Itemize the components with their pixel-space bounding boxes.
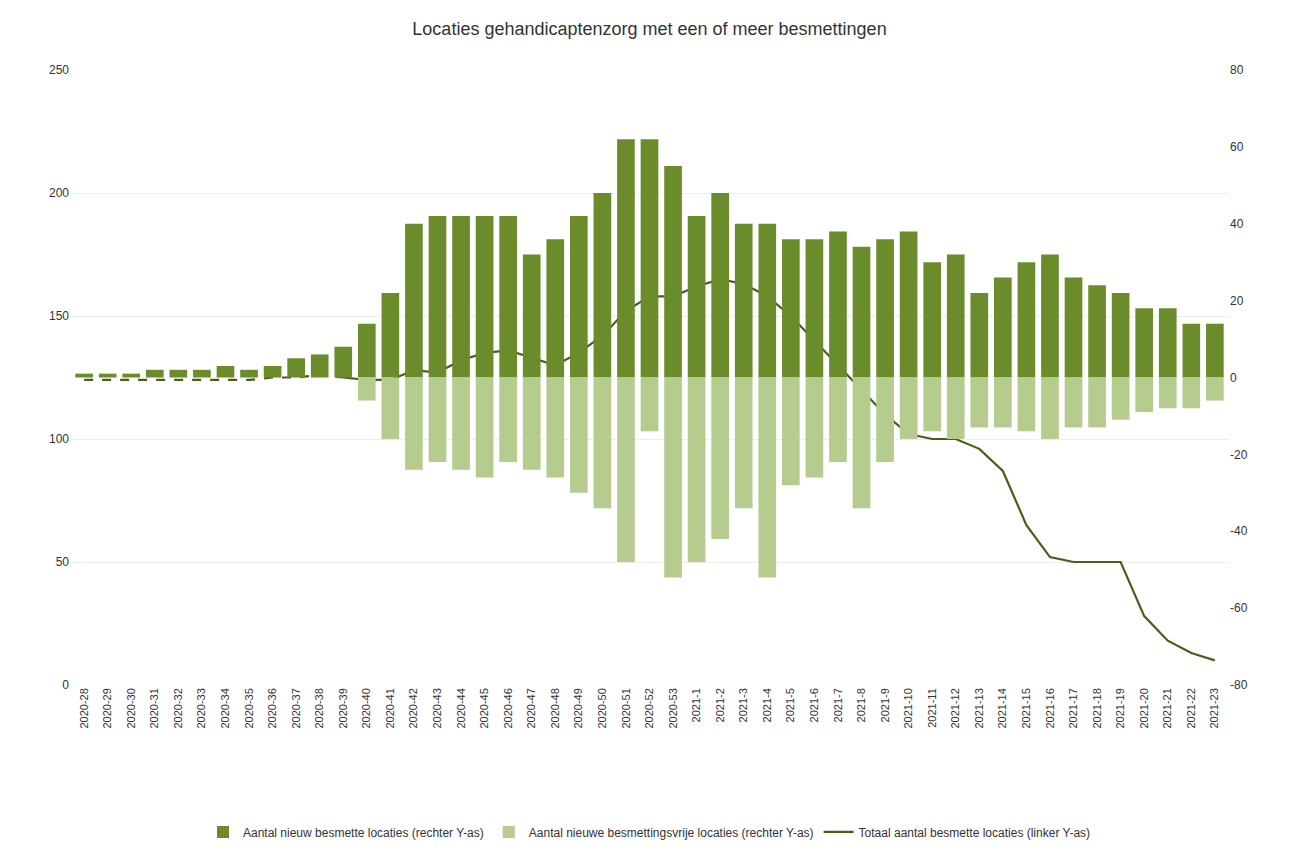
svg-text:2021-16: 2021-16 (1044, 688, 1056, 728)
svg-text:2020-46: 2020-46 (502, 688, 514, 728)
svg-text:2020-33: 2020-33 (195, 688, 207, 728)
svg-text:2021-21: 2021-21 (1161, 688, 1173, 728)
svg-text:2020-50: 2020-50 (596, 688, 608, 728)
svg-text:2020-31: 2020-31 (148, 688, 160, 728)
svg-text:-40: -40 (1230, 524, 1248, 538)
svg-text:-60: -60 (1230, 601, 1248, 615)
svg-text:Aantal nieuwe besmettingsvrije: Aantal nieuwe besmettingsvrije locaties … (529, 826, 814, 840)
svg-text:2021-23: 2021-23 (1208, 688, 1220, 728)
svg-text:2020-39: 2020-39 (337, 688, 349, 728)
svg-text:2020-35: 2020-35 (243, 688, 255, 728)
svg-text:2020-41: 2020-41 (384, 688, 396, 728)
svg-text:2020-53: 2020-53 (667, 688, 679, 728)
svg-text:2021-10: 2021-10 (902, 688, 914, 728)
svg-text:2020-32: 2020-32 (172, 688, 184, 728)
svg-text:2021-6: 2021-6 (808, 688, 820, 722)
svg-text:2021-20: 2021-20 (1138, 688, 1150, 728)
svg-text:2021-4: 2021-4 (761, 688, 773, 722)
svg-text:2021-9: 2021-9 (879, 688, 891, 722)
svg-text:2020-47: 2020-47 (525, 688, 537, 728)
svg-text:-80: -80 (1230, 678, 1248, 692)
svg-text:2020-43: 2020-43 (431, 688, 443, 728)
svg-text:2021-19: 2021-19 (1114, 688, 1126, 728)
svg-text:2020-36: 2020-36 (266, 688, 278, 728)
svg-text:2021-14: 2021-14 (996, 688, 1008, 728)
svg-text:2021-8: 2021-8 (855, 688, 867, 722)
svg-text:2020-34: 2020-34 (219, 688, 231, 728)
svg-text:20: 20 (1230, 294, 1244, 308)
svg-text:2020-48: 2020-48 (549, 688, 561, 728)
svg-text:100: 100 (49, 432, 69, 446)
svg-text:2020-38: 2020-38 (313, 688, 325, 728)
svg-text:2021-7: 2021-7 (832, 688, 844, 722)
svg-text:2021-17: 2021-17 (1067, 688, 1079, 728)
svg-text:2020-44: 2020-44 (455, 688, 467, 728)
svg-text:2020-45: 2020-45 (478, 688, 490, 728)
svg-text:2021-12: 2021-12 (949, 688, 961, 728)
svg-text:200: 200 (49, 186, 69, 200)
svg-text:2020-52: 2020-52 (643, 688, 655, 728)
svg-text:2020-49: 2020-49 (572, 688, 584, 728)
svg-text:2021-15: 2021-15 (1020, 688, 1032, 728)
svg-text:40: 40 (1230, 217, 1244, 231)
svg-text:60: 60 (1230, 140, 1244, 154)
svg-text:0: 0 (1230, 371, 1237, 385)
svg-text:-20: -20 (1230, 448, 1248, 462)
svg-text:2021-2: 2021-2 (714, 688, 726, 722)
svg-text:2021-5: 2021-5 (784, 688, 796, 722)
svg-text:150: 150 (49, 309, 69, 323)
svg-text:2020-28: 2020-28 (78, 688, 90, 728)
svg-text:2021-18: 2021-18 (1091, 688, 1103, 728)
svg-text:Totaal aantal besmette locatie: Totaal aantal besmette locaties (linker … (859, 826, 1090, 840)
svg-text:2020-30: 2020-30 (125, 688, 137, 728)
svg-text:2021-13: 2021-13 (973, 688, 985, 728)
svg-text:2020-37: 2020-37 (290, 688, 302, 728)
svg-text:2020-29: 2020-29 (101, 688, 113, 728)
svg-text:2021-22: 2021-22 (1185, 688, 1197, 728)
svg-text:50: 50 (56, 555, 70, 569)
svg-text:0: 0 (62, 678, 69, 692)
svg-text:80: 80 (1230, 63, 1244, 77)
svg-text:Locaties gehandicaptenzorg met: Locaties gehandicaptenzorg met een of me… (412, 19, 886, 39)
svg-text:2021-1: 2021-1 (690, 688, 702, 722)
svg-text:2020-42: 2020-42 (408, 688, 420, 728)
svg-text:Aantal nieuw besmette locaties: Aantal nieuw besmette locaties (rechter … (243, 826, 484, 840)
svg-text:2020-40: 2020-40 (360, 688, 372, 728)
svg-text:250: 250 (49, 63, 69, 77)
svg-text:2020-51: 2020-51 (620, 688, 632, 728)
svg-text:2021-11: 2021-11 (926, 688, 938, 728)
svg-text:2021-3: 2021-3 (737, 688, 749, 722)
